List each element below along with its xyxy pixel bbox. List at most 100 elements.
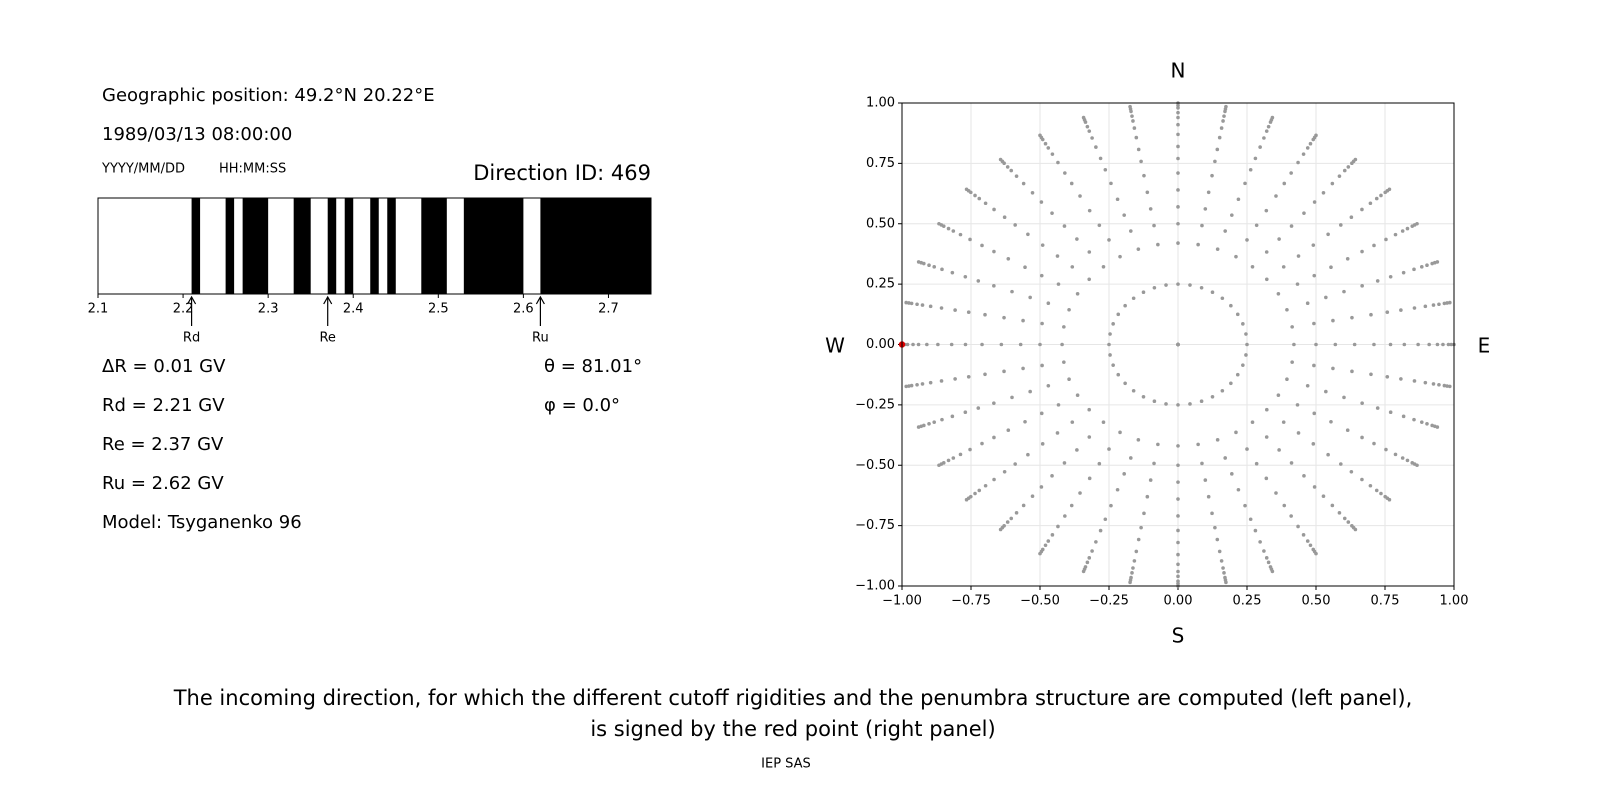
direction-point [911,342,915,347]
direction-point [1131,296,1136,301]
direction-point [1342,289,1346,294]
direction-point [1070,265,1075,269]
direction-point [1384,447,1388,452]
x-tick-label: 2.7 [598,302,619,317]
direction-point [1200,223,1204,228]
direction-point [1296,524,1300,529]
direction-point [1109,181,1113,186]
direction-point [1203,207,1208,211]
direction-point [1002,469,1007,474]
direction-point [1415,463,1419,468]
direction-point [907,384,911,388]
direction-point [1241,322,1245,326]
forbidden-band [421,198,447,294]
y-tick-label: −0.75 [855,518,895,533]
direction-point [1131,119,1135,123]
direction-point [980,243,984,248]
direction-point [1419,420,1424,424]
marker-label: Ru [532,331,549,346]
direction-point [1292,342,1296,347]
direction-point [1342,168,1347,173]
direction-point [1401,414,1406,419]
direction-point [1375,406,1380,410]
direction-point [940,267,944,272]
direction-point [963,342,968,347]
direction-point [966,374,971,379]
direction-point [1002,215,1007,220]
forbidden-band [463,198,524,294]
direction-point [1122,472,1126,476]
x-tick-label: 2.1 [88,302,109,317]
direction-point [1098,528,1103,533]
y-tick-label: 0.50 [866,216,895,231]
direction-point [1210,394,1215,399]
direction-point [1244,353,1248,357]
direction-point [1118,254,1122,259]
direction-point [1266,560,1271,565]
direction-point [1311,442,1316,446]
direction-point [1028,295,1032,300]
direction-point [1250,265,1255,269]
y-tick-label: −0.25 [855,397,895,412]
direction-point [1258,540,1262,544]
direction-point [1388,274,1393,279]
y-tick-label: 0.25 [866,277,895,292]
direction-point [1412,267,1416,272]
direction-point [1141,394,1146,399]
direction-point [1222,114,1226,118]
direction-point [1281,265,1286,269]
direction-point [904,384,908,389]
direction-point [1342,516,1347,521]
direction-point [1043,141,1048,146]
direction-point [1244,332,1248,336]
direction-point [1078,194,1082,198]
direction-point [1107,238,1111,242]
direction-point [1069,181,1074,186]
direction-point [1372,441,1376,446]
direction-point [1021,503,1026,508]
direction-point [951,456,956,460]
compass-label: W [825,334,845,358]
direction-point [1200,461,1204,466]
direction-point [1109,503,1113,508]
direction-point [1063,171,1067,175]
direction-point [1013,462,1018,466]
direction-point [1393,232,1398,237]
direction-point [1101,265,1106,269]
direction-point [977,196,982,201]
direction-point [1425,263,1429,268]
direction-point [1039,411,1044,416]
direction-point [1385,310,1390,315]
x-tick-label: 2.4 [343,302,364,317]
re-value: Re = 2.37 GV [102,434,224,455]
direction-point [1217,135,1222,140]
direction-point [1253,528,1258,533]
datetime: 1989/03/13 08:00:00 [102,124,292,145]
direction-point [1305,146,1310,150]
forbidden-band [242,198,269,294]
direction-point [1289,171,1293,175]
direction-point [1005,520,1010,524]
direction-point [932,265,937,269]
direction-point [1023,265,1027,270]
direction-point [1345,256,1350,261]
direction-point [1379,193,1383,198]
y-tick-label: 0.00 [866,337,895,352]
direction-point [1156,242,1160,247]
direction-point [1215,537,1220,542]
direction-point [1250,420,1255,424]
direction-point [1176,514,1180,518]
direction-point [1131,566,1135,570]
direction-point [1262,549,1266,553]
direction-point [1350,369,1354,374]
direction-point [1123,381,1127,386]
x-tick-label: −1.00 [882,594,922,609]
direction-point [1301,533,1306,537]
direction-point [1333,342,1338,347]
direction-point [1115,197,1120,202]
direction-point [1067,377,1071,381]
direction-point [1026,232,1030,237]
direction-point [915,302,919,307]
direction-point [1399,308,1403,312]
